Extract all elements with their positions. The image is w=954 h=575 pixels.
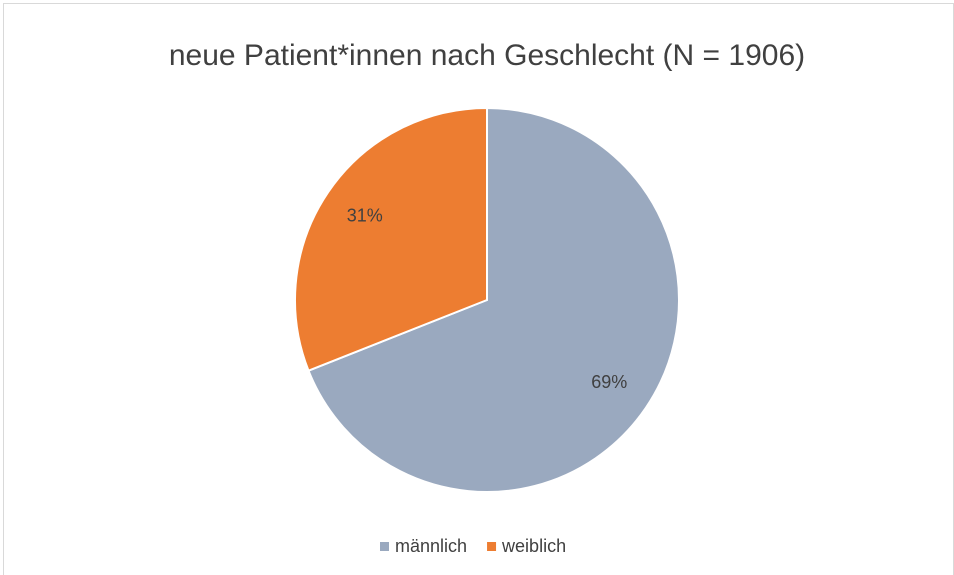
data-label: 69% [591,372,627,392]
chart-title: neue Patient*innen nach Geschlecht (N = … [169,39,805,72]
legend-label: männlich [395,536,467,556]
pie-slice [307,106,680,493]
legend-label: weiblich [501,536,566,556]
legend-swatch [380,542,389,551]
data-label: 31% [347,206,383,226]
pie-slice [294,106,488,372]
legend-swatch [487,542,497,551]
